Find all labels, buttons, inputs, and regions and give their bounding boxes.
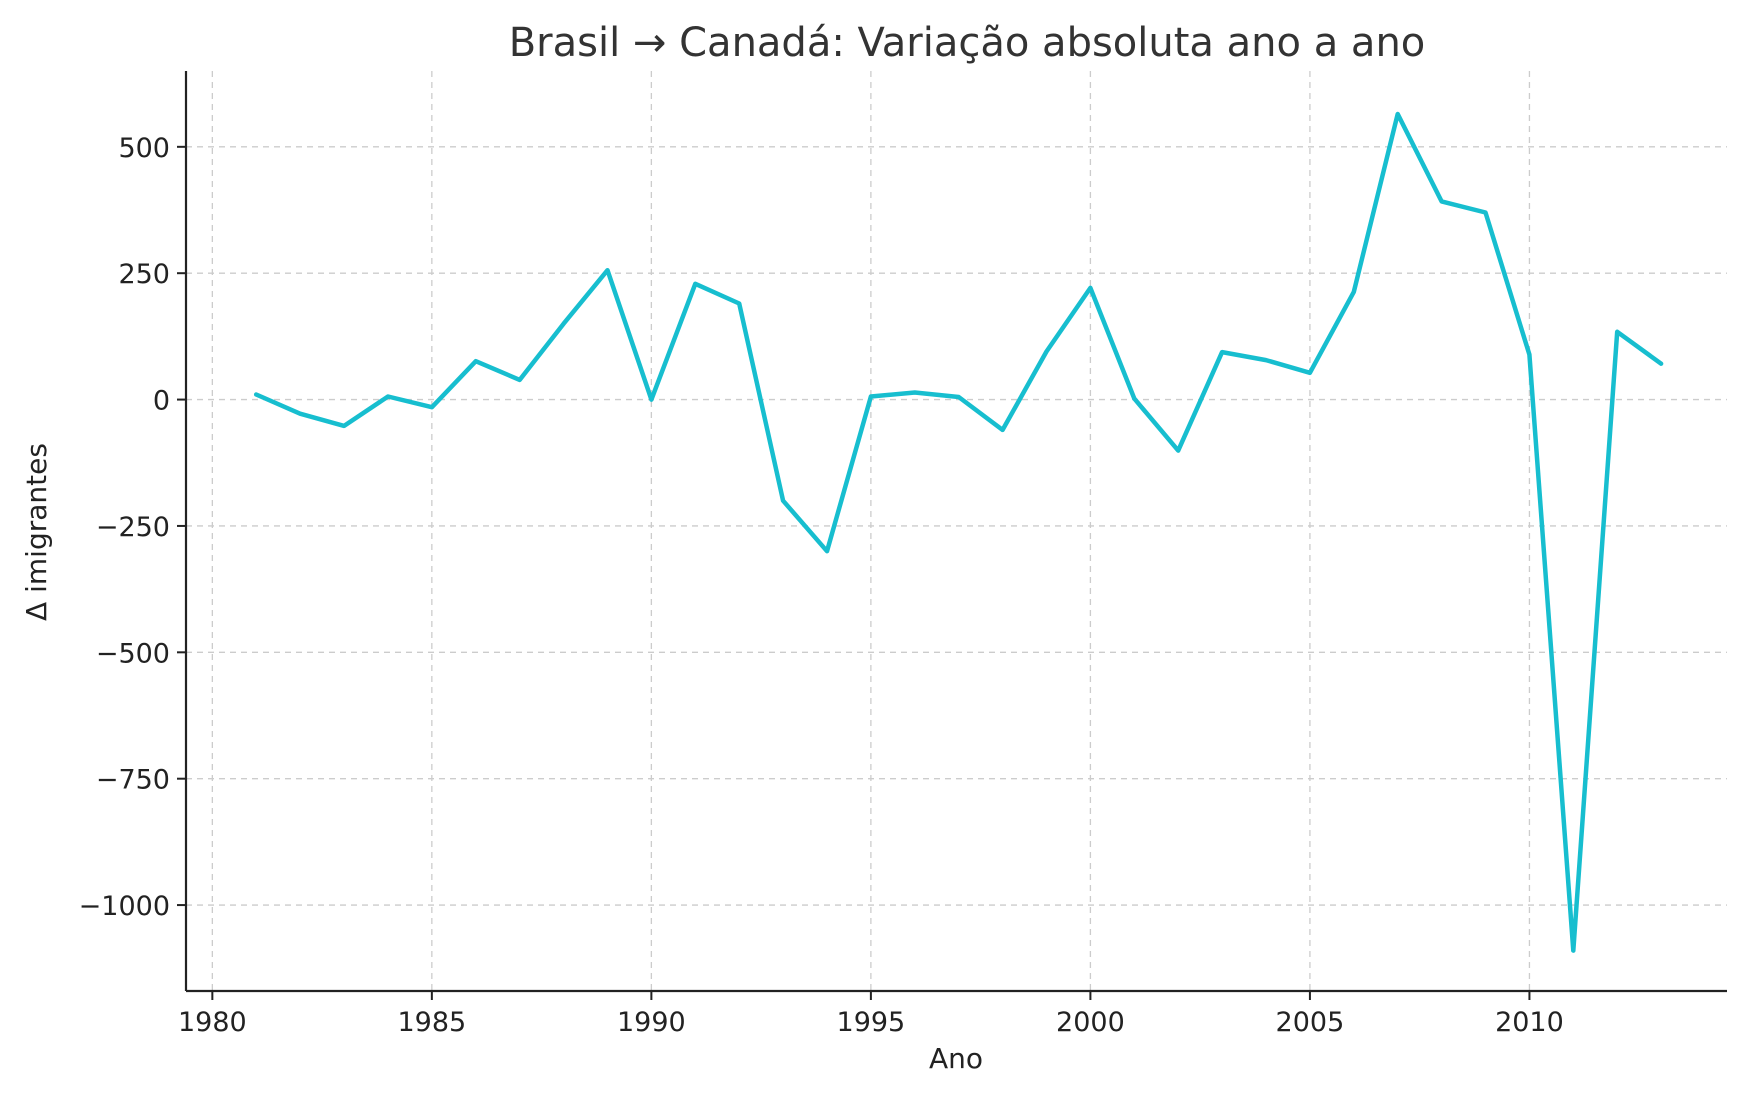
x-tick-label: 1985	[397, 1007, 466, 1038]
chart-title: Brasil → Canadá: Variação absoluta ano a…	[509, 20, 1426, 66]
x-tick-label: 1995	[837, 1007, 906, 1038]
y-ticks: 500 250 0 −250 −500 −750 −1000	[79, 133, 186, 922]
series-group	[253, 111, 1664, 953]
y-tick-label: −250	[96, 512, 170, 543]
x-tick-label: 2010	[1495, 1007, 1564, 1038]
x-tick-label: 2005	[1276, 1007, 1345, 1038]
x-tick-label: 1980	[178, 1007, 247, 1038]
x-ticks: 1980 1985 1990 1995 2000 2005 2010	[178, 991, 1564, 1038]
grid-lines	[186, 71, 1727, 991]
y-tick-label: −1000	[79, 891, 170, 922]
y-tick-label: 0	[153, 386, 170, 417]
series-line	[253, 111, 1664, 953]
y-tick-label: 500	[118, 133, 170, 164]
y-tick-label: −750	[96, 765, 170, 796]
x-axis-label: Ano	[929, 1042, 983, 1075]
y-axis-label: Δ imigrantes	[20, 443, 53, 621]
axes	[184, 71, 1727, 993]
x-tick-label: 2000	[1056, 1007, 1125, 1038]
y-tick-label: −500	[96, 638, 170, 669]
x-tick-label: 1990	[617, 1007, 686, 1038]
y-tick-label: 250	[118, 259, 170, 290]
